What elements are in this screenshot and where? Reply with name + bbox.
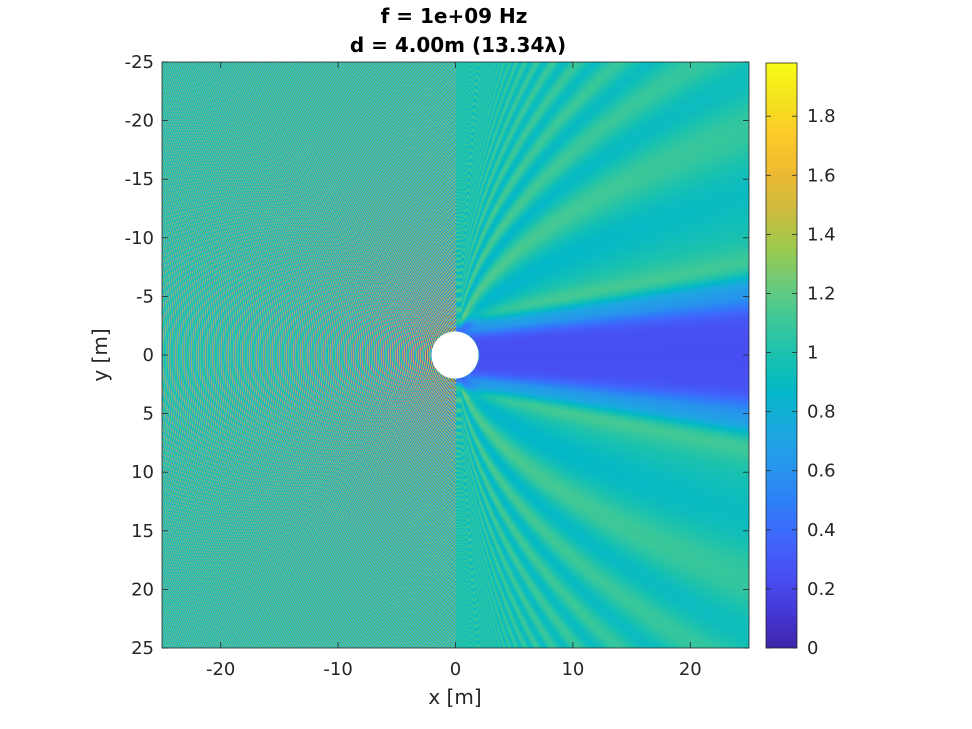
y-tick-label: -20	[125, 111, 154, 132]
y-tick-label: -15	[125, 169, 154, 190]
y-tick-label: 20	[131, 579, 154, 600]
colorbar-tick-label: 0.4	[807, 520, 836, 541]
colorbar-tick-label: 0.8	[807, 402, 836, 423]
colorbar-gradient	[765, 62, 798, 649]
y-tick-label: 10	[131, 462, 154, 483]
chart-title-line-1: f = 1e+09 Hz	[381, 4, 528, 28]
plot-area	[161, 61, 750, 649]
x-tick-label: 20	[679, 659, 702, 680]
x-tick-label: 10	[561, 659, 584, 680]
x-axis-label: x [m]	[428, 685, 481, 709]
y-tick-label: 0	[143, 345, 154, 366]
colorbar-tick-label: 1.4	[807, 224, 836, 245]
colorbar-tick-label: 1.8	[807, 106, 836, 127]
colorbar-tick-label: 1.2	[807, 283, 836, 304]
colorbar-tick-label: 1	[807, 343, 818, 364]
y-axis-ticks: -25 -20 -15 -10 -5 0 5 10 15 20 25	[125, 52, 749, 659]
chart-title-line-2: d = 4.00m (13.34λ)	[350, 33, 566, 57]
colorbar-tick-label: 1.6	[807, 165, 836, 186]
y-tick-label: -10	[125, 228, 154, 249]
y-tick-label: -25	[125, 52, 154, 73]
x-tick-label: 0	[450, 659, 461, 680]
y-axis-label: y [m]	[88, 328, 112, 381]
x-tick-label: -10	[323, 659, 352, 680]
scatterer-obstacle	[431, 331, 479, 379]
y-tick-label: 15	[131, 521, 154, 542]
x-tick-label: -20	[206, 659, 235, 680]
y-tick-label: -5	[136, 286, 154, 307]
colorbar: 0 0.2 0.4 0.6 0.8 1 1.2 1.4 1.6 1.8	[765, 62, 836, 659]
colorbar-tick-label: 0.6	[807, 461, 836, 482]
colorbar-tick-label: 0	[807, 638, 818, 659]
colorbar-ticks: 0 0.2 0.4 0.6 0.8 1 1.2 1.4 1.6 1.8	[766, 106, 836, 659]
x-axis-ticks: -20 -10 0 10 20	[206, 62, 702, 680]
y-tick-label: 5	[143, 404, 154, 425]
colorbar-tick-label: 0.2	[807, 579, 836, 600]
y-tick-label: 25	[131, 638, 154, 659]
